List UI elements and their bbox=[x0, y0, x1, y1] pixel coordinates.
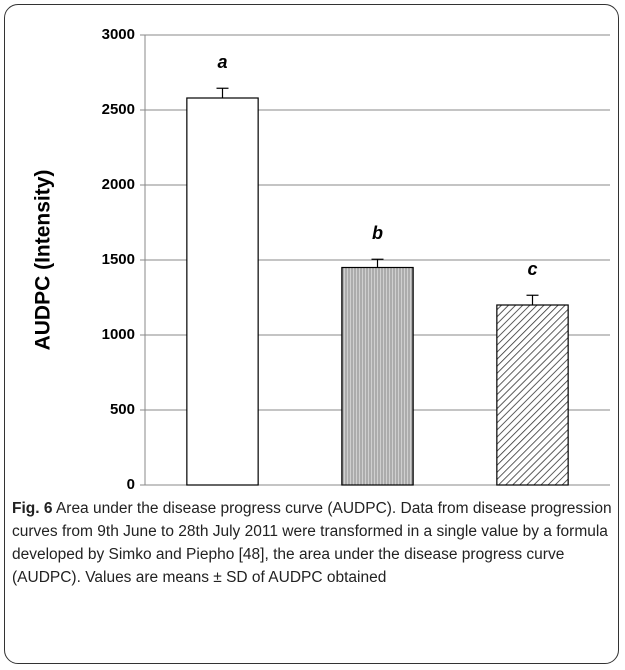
y-tick-label: 1000 bbox=[102, 326, 135, 343]
bar bbox=[341, 266, 414, 486]
y-tick-label: 1500 bbox=[102, 251, 135, 268]
caption-label: Fig. 6 bbox=[12, 500, 53, 517]
y-tick-label: 0 bbox=[127, 476, 135, 493]
caption-text: Area under the disease progress curve (A… bbox=[12, 500, 612, 586]
annotation: b bbox=[372, 223, 383, 243]
y-tick-label: 2500 bbox=[102, 101, 135, 118]
y-tick-label: 3000 bbox=[102, 26, 135, 43]
annotation: c bbox=[527, 259, 537, 279]
y-axis-title: AUDPC (Intensity) bbox=[32, 170, 55, 351]
caption: Fig. 6 Area under the disease progress c… bbox=[12, 497, 612, 589]
chart: AUDPC (Intensity) 0 500 1000 1500 2000 2500 30… bbox=[32, 26, 610, 493]
frame bbox=[4, 4, 619, 664]
y-tick-label: 2000 bbox=[102, 176, 135, 193]
annotation: a bbox=[217, 52, 227, 72]
bar bbox=[496, 304, 569, 486]
y-tick-label: 500 bbox=[110, 401, 135, 418]
bar bbox=[186, 97, 259, 486]
